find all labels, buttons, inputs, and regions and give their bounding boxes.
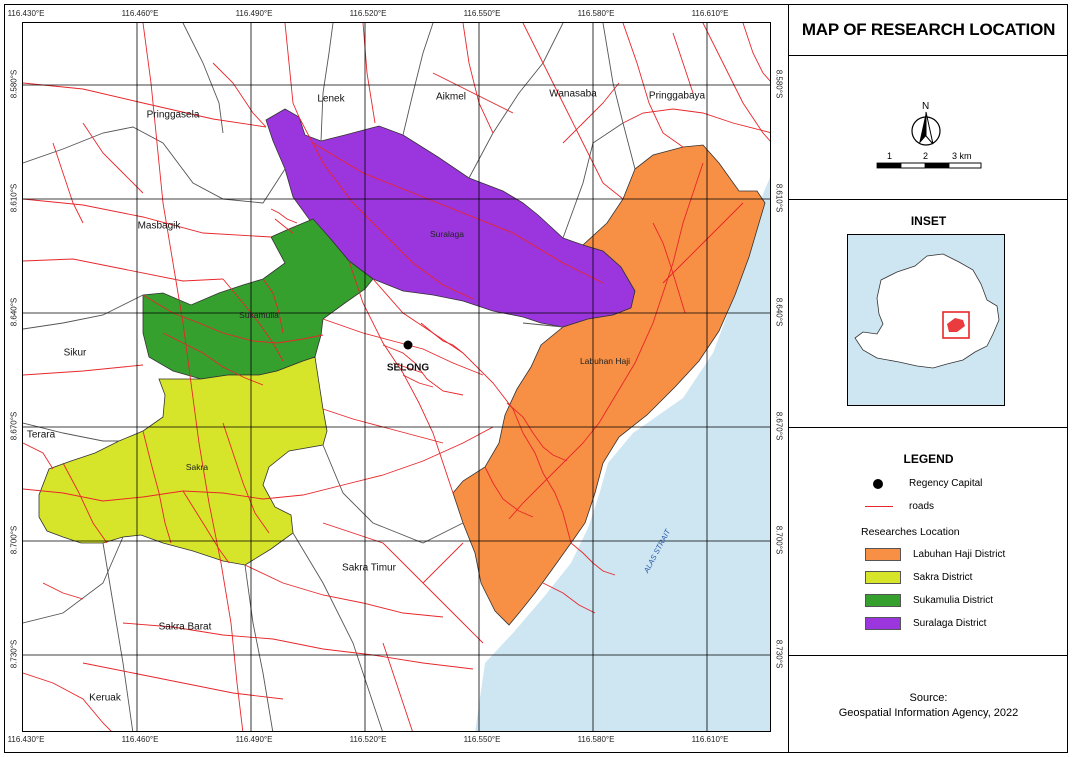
- main-map[interactable]: Pringgasela Lenek Aikmel Wanasaba Pringg…: [22, 22, 771, 732]
- label-sakra-timur: Sakra Timur: [342, 562, 396, 574]
- label-pringgabaya: Pringgabaya: [648, 90, 706, 102]
- swatch-labuhan-haji: [865, 548, 901, 561]
- tick-left-0: 8.580°S: [9, 69, 19, 99]
- label-pringgasela: Pringgasela: [146, 109, 200, 121]
- legend-item-suralaga: Suralaga District: [865, 617, 986, 630]
- district-sakra: [38, 356, 328, 566]
- legend-sukamulia-label: Sukamulia District: [913, 595, 994, 606]
- label-district-sukamulia: Sukamulia: [239, 310, 279, 320]
- legend-item-roads: roads: [865, 501, 934, 512]
- inset-research-area-box: [942, 311, 970, 339]
- inset-island-shape: [854, 253, 1000, 369]
- legend-group-header: Researches Location: [861, 526, 960, 538]
- inset-title: INSET: [910, 214, 947, 228]
- tick-top-2: 116.490°E: [235, 9, 273, 18]
- graticule-grid: [23, 23, 770, 731]
- label-wanasaba: Wanasaba: [549, 88, 597, 100]
- tick-bottom-4: 116.550°E: [463, 735, 501, 744]
- legend-item-capital: Regency Capital: [865, 478, 982, 489]
- scale-label-2: 2: [923, 151, 929, 161]
- label-lenek: Lenek: [317, 93, 345, 105]
- tick-right-4: 8.700°S: [774, 525, 784, 555]
- tick-right-0: 8.580°S: [774, 69, 784, 99]
- swatch-sukamulia: [865, 594, 901, 607]
- label-keruak: Keruak: [89, 692, 121, 704]
- tick-right-3: 8.670°S: [774, 411, 784, 441]
- tick-bottom-1: 116.460°E: [121, 735, 159, 744]
- tick-right-2: 8.640°S: [774, 297, 784, 327]
- legend-item-sukamulia: Sukamulia District: [865, 594, 993, 607]
- north-scale-section: N 1 2 3 km: [789, 56, 1068, 200]
- tick-bottom-5: 116.580°E: [577, 735, 615, 744]
- sea-area: [475, 177, 770, 731]
- tick-top-3: 116.520°E: [349, 9, 387, 18]
- main-map-canvas: [23, 23, 770, 731]
- north-arrow-icon: [876, 111, 982, 169]
- north-letter: N: [922, 101, 930, 112]
- swatch-suralaga: [865, 617, 901, 630]
- legend-section: LEGEND Regency Capital roads Researches …: [789, 428, 1068, 656]
- legend-suralaga-label: Suralaga District: [913, 618, 987, 629]
- label-district-sakra: Sakra: [185, 462, 209, 472]
- label-district-suralaga: Suralaga: [429, 229, 465, 239]
- tick-left-5: 8.730°S: [9, 639, 19, 669]
- scale-label-3: 3 km: [952, 151, 972, 161]
- label-sikur: Sikur: [63, 347, 87, 359]
- tick-top-6: 116.610°E: [691, 9, 729, 18]
- legend-capital-label: Regency Capital: [909, 478, 983, 489]
- label-sakra-barat: Sakra Barat: [158, 621, 212, 633]
- tick-top-4: 116.550°E: [463, 9, 501, 18]
- tick-left-1: 8.610°S: [9, 183, 19, 213]
- scale-bar: [876, 162, 982, 169]
- inset-section: INSET: [789, 200, 1068, 428]
- tick-left-3: 8.670°S: [9, 411, 19, 441]
- road-line-icon: [865, 505, 893, 508]
- label-aikmel: Aikmel: [435, 91, 467, 103]
- legend-labuhan-haji-label: Labuhan Haji District: [913, 549, 1006, 560]
- tick-left-4: 8.700°S: [9, 525, 19, 555]
- map-title: MAP OF RESEARCH LOCATION: [801, 20, 1056, 39]
- tick-bottom-6: 116.610°E: [691, 735, 729, 744]
- tick-bottom-2: 116.490°E: [235, 735, 273, 744]
- label-selong: SELONG: [386, 362, 430, 374]
- tick-left-2: 8.640°S: [9, 297, 19, 327]
- map-sidebar-panel: MAP OF RESEARCH LOCATION N 1 2 3 km INSE…: [788, 4, 1068, 753]
- legend-sakra-label: Sakra District: [913, 572, 973, 583]
- label-masbagik: Masbagik: [137, 220, 181, 232]
- tick-top-0: 116.430°E: [7, 9, 45, 18]
- label-terara: Terara: [26, 429, 56, 441]
- title-section: MAP OF RESEARCH LOCATION: [789, 4, 1068, 56]
- legend-item-labuhan-haji: Labuhan Haji District: [865, 548, 1005, 561]
- tick-top-5: 116.580°E: [577, 9, 615, 18]
- source-text: Geospatial Information Agency, 2022: [838, 707, 1019, 719]
- legend-title: LEGEND: [903, 452, 954, 466]
- regency-capital-marker[interactable]: [403, 340, 413, 350]
- source-section: Source: Geospatial Information Agency, 2…: [789, 656, 1068, 753]
- map-layout-frame: [4, 4, 1068, 753]
- tick-bottom-3: 116.520°E: [349, 735, 387, 744]
- tick-right-5: 8.730°S: [774, 639, 784, 669]
- legend-item-sakra: Sakra District: [865, 571, 972, 584]
- swatch-sakra: [865, 571, 901, 584]
- tick-top-1: 116.460°E: [121, 9, 159, 18]
- scale-label-1: 1: [887, 151, 893, 161]
- legend-roads-label: roads: [909, 501, 935, 512]
- inset-map[interactable]: [847, 234, 1005, 406]
- admin-boundaries: [23, 23, 636, 731]
- capital-dot-icon: [873, 478, 883, 489]
- tick-bottom-0: 116.430°E: [7, 735, 45, 744]
- label-district-labuhan-haji: Labuhan Haji: [579, 356, 631, 366]
- source-heading: Source:: [909, 692, 948, 704]
- tick-right-1: 8.610°S: [774, 183, 784, 213]
